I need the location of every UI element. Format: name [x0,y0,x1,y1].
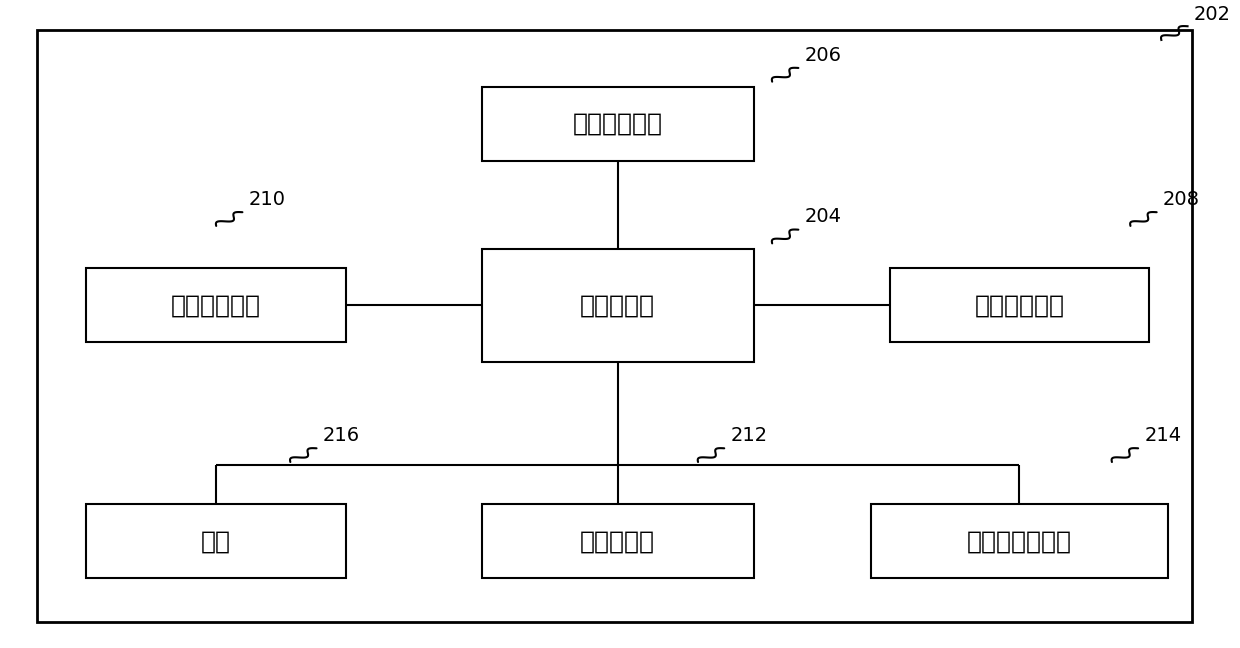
Text: 远程通讯模块: 远程通讯模块 [573,112,662,136]
Text: 206: 206 [805,46,842,65]
Text: 解闸锁结构: 解闸锁结构 [580,529,655,553]
Bar [482,249,754,362]
Text: 204: 204 [805,207,842,226]
Text: 运动检测模块: 运动检测模块 [171,293,262,317]
Text: 208: 208 [1163,190,1200,209]
Text: 主控制模块: 主控制模块 [580,293,655,317]
Bar [87,504,346,579]
Text: 216: 216 [322,426,360,445]
Text: 202: 202 [1194,5,1231,24]
Bar [87,268,346,342]
Text: 电池: 电池 [201,529,231,553]
Bar [482,87,754,161]
Text: 212: 212 [730,426,768,445]
Bar [482,504,754,579]
Text: 214: 214 [1145,426,1182,445]
Bar [870,504,1168,579]
Text: 解闸锁检测模块: 解闸锁检测模块 [967,529,1071,553]
Text: 近场通讯模块: 近场通讯模块 [975,293,1064,317]
Bar [889,268,1149,342]
Text: 210: 210 [248,190,285,209]
